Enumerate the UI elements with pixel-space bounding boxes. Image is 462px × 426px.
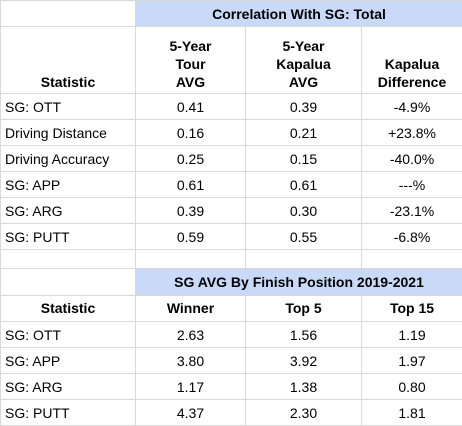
tour-avg-cell[interactable]: 0.16 <box>136 120 246 146</box>
table-row: SG: APP 0.61 0.61 ---% <box>1 172 462 198</box>
stat-cell[interactable]: SG: OTT <box>1 94 136 120</box>
finish-position-table: SG AVG By Finish Position 2019-2021 Stat… <box>0 268 462 426</box>
empty-cell[interactable] <box>362 250 462 269</box>
difference-cell[interactable]: -4.9% <box>362 94 462 120</box>
tour-avg-cell[interactable]: 0.61 <box>136 172 246 198</box>
correlation-banner-row: Correlation With SG: Total <box>1 1 462 27</box>
top15-cell[interactable]: 1.19 <box>362 322 462 348</box>
kapalua-avg-cell[interactable]: 0.21 <box>246 120 362 146</box>
table-row: SG: OTT 0.41 0.39 -4.9% <box>1 94 462 120</box>
finish-header-row: Statistic Winner Top 5 Top 15 <box>1 296 462 322</box>
header-statistic[interactable]: Statistic <box>1 27 136 94</box>
difference-cell[interactable]: -6.8% <box>362 224 462 250</box>
kapalua-avg-cell[interactable]: 0.15 <box>246 146 362 172</box>
winner-cell[interactable]: 2.63 <box>136 322 246 348</box>
stat-cell[interactable]: SG: PUTT <box>1 224 136 250</box>
finish-banner-row: SG AVG By Finish Position 2019-2021 <box>1 269 462 296</box>
tour-avg-cell[interactable]: 0.59 <box>136 224 246 250</box>
header-top5[interactable]: Top 5 <box>246 296 362 322</box>
difference-cell[interactable]: -40.0% <box>362 146 462 172</box>
top15-cell[interactable]: 1.97 <box>362 348 462 374</box>
stat-cell[interactable]: SG: APP <box>1 348 136 374</box>
correlation-table: Correlation With SG: Total Statistic 5-Y… <box>0 0 462 269</box>
kapalua-avg-cell[interactable]: 0.39 <box>246 94 362 120</box>
table-row: SG: OTT 2.63 1.56 1.19 <box>1 322 462 348</box>
empty-cell[interactable] <box>136 250 246 269</box>
difference-cell[interactable]: +23.8% <box>362 120 462 146</box>
top15-cell[interactable]: 0.80 <box>362 374 462 400</box>
difference-cell[interactable]: -23.1% <box>362 198 462 224</box>
empty-cell[interactable] <box>1 1 136 27</box>
header-top15[interactable]: Top 15 <box>362 296 462 322</box>
top5-cell[interactable]: 3.92 <box>246 348 362 374</box>
empty-cell[interactable] <box>246 250 362 269</box>
finish-banner[interactable]: SG AVG By Finish Position 2019-2021 <box>136 269 462 296</box>
stat-cell[interactable]: Driving Distance <box>1 120 136 146</box>
stat-cell[interactable]: SG: ARG <box>1 198 136 224</box>
empty-cell[interactable] <box>1 269 136 296</box>
stat-cell[interactable]: SG: OTT <box>1 322 136 348</box>
table-row: Driving Accuracy 0.25 0.15 -40.0% <box>1 146 462 172</box>
winner-cell[interactable]: 4.37 <box>136 400 246 426</box>
winner-cell[interactable]: 1.17 <box>136 374 246 400</box>
difference-cell[interactable]: ---% <box>362 172 462 198</box>
kapalua-avg-cell[interactable]: 0.55 <box>246 224 362 250</box>
top5-cell[interactable]: 1.56 <box>246 322 362 348</box>
tour-avg-cell[interactable]: 0.41 <box>136 94 246 120</box>
kapalua-avg-cell[interactable]: 0.30 <box>246 198 362 224</box>
winner-cell[interactable]: 3.80 <box>136 348 246 374</box>
header-winner[interactable]: Winner <box>136 296 246 322</box>
correlation-banner[interactable]: Correlation With SG: Total <box>136 1 462 27</box>
table-row: SG: APP 3.80 3.92 1.97 <box>1 348 462 374</box>
table-row: SG: ARG 0.39 0.30 -23.1% <box>1 198 462 224</box>
table-row: SG: PUTT 4.37 2.30 1.81 <box>1 400 462 426</box>
kapalua-avg-cell[interactable]: 0.61 <box>246 172 362 198</box>
table-row: Driving Distance 0.16 0.21 +23.8% <box>1 120 462 146</box>
header-statistic[interactable]: Statistic <box>1 296 136 322</box>
tour-avg-cell[interactable]: 0.25 <box>136 146 246 172</box>
stat-cell[interactable]: Driving Accuracy <box>1 146 136 172</box>
table-row: SG: ARG 1.17 1.38 0.80 <box>1 374 462 400</box>
top5-cell[interactable]: 2.30 <box>246 400 362 426</box>
stat-cell[interactable]: SG: PUTT <box>1 400 136 426</box>
tour-avg-cell[interactable]: 0.39 <box>136 198 246 224</box>
spacer-row <box>1 250 462 269</box>
stat-cell[interactable]: SG: APP <box>1 172 136 198</box>
stat-cell[interactable]: SG: ARG <box>1 374 136 400</box>
top15-cell[interactable]: 1.81 <box>362 400 462 426</box>
table-row: SG: PUTT 0.59 0.55 -6.8% <box>1 224 462 250</box>
empty-cell[interactable] <box>1 250 136 269</box>
top5-cell[interactable]: 1.38 <box>246 374 362 400</box>
